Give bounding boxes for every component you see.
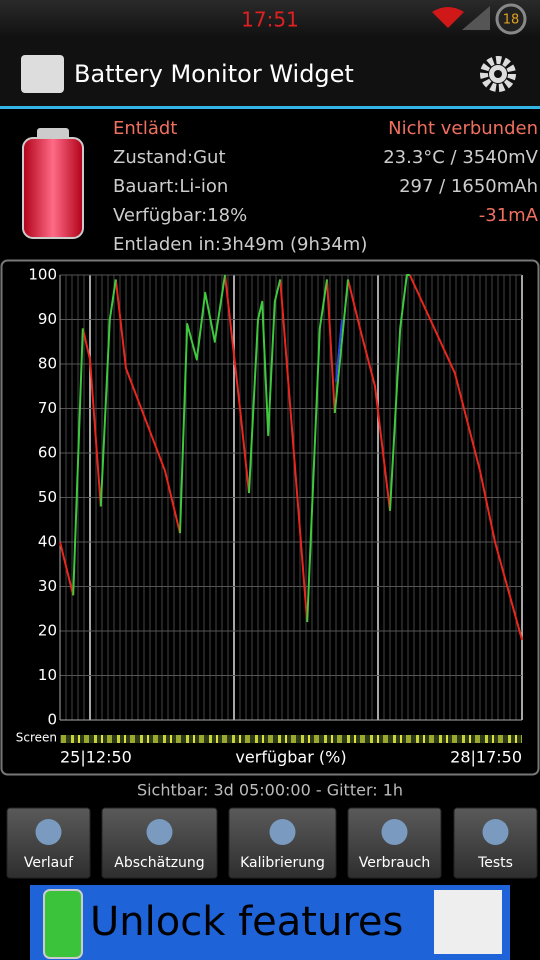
- tab-icon: [269, 819, 296, 845]
- y-tick-label: 60: [38, 444, 57, 462]
- banner-text: Unlock features: [90, 899, 403, 945]
- divider: [0, 106, 540, 109]
- tab-label: Verlauf: [24, 855, 74, 871]
- tab-label: Verbrauch: [359, 855, 431, 871]
- x-tick-label: 25|12:50: [60, 748, 132, 767]
- banner-widget: [434, 890, 502, 954]
- footer-text: Sichtbar: 3d 05:00:00 - Gitter: 1h: [137, 781, 403, 800]
- tab-label: Abschätzung: [114, 855, 204, 871]
- y-tick-label: 90: [38, 310, 57, 328]
- series-line: [59, 274, 523, 641]
- info-capacity: 297 / 1650mAh: [399, 176, 538, 197]
- screen-strip: [60, 735, 522, 743]
- y-tick-label: 10: [38, 666, 57, 684]
- tab-icon: [482, 819, 509, 845]
- battery-level: 18: [503, 13, 520, 28]
- y-tick-label: 30: [38, 577, 57, 595]
- wifi-icon: [432, 7, 464, 28]
- clock: 17:51: [241, 8, 299, 32]
- tab-label: Kalibrierung: [240, 855, 325, 871]
- series-line: [335, 319, 343, 382]
- battery-icon: [22, 128, 84, 239]
- button-bar: Verlauf Abschätzung Kalibrierung Verbrauch T…: [6, 807, 538, 879]
- y-tick-label: 40: [38, 533, 57, 551]
- y-tick-label: 80: [38, 355, 57, 373]
- y-tick-label: 50: [38, 488, 57, 506]
- info-status: Entlädt: [113, 118, 177, 139]
- series-line: [72, 274, 410, 623]
- y-tick-label: 100: [28, 266, 57, 284]
- info-connection: Nicht verbunden: [388, 118, 538, 139]
- y-tick-label: 20: [38, 622, 57, 640]
- info-type: Bauart:Li-ion: [113, 176, 228, 197]
- banner-icon: [43, 889, 83, 959]
- banner[interactable]: [30, 885, 510, 960]
- info-available: Verfügbar:18%: [113, 205, 247, 226]
- tab-icon: [381, 819, 408, 845]
- battery-badge: [495, 3, 527, 35]
- app-title: Battery Monitor Widget: [74, 60, 354, 88]
- info-temp: 23.3°C / 3540mV: [383, 147, 538, 168]
- tab-icon: [35, 819, 62, 845]
- info-health: Zustand:Gut: [113, 147, 226, 168]
- screen-label: Screen: [16, 731, 57, 745]
- app-bar: [0, 38, 540, 108]
- y-tick-label: 0: [47, 711, 57, 729]
- settings-button[interactable]: [480, 56, 516, 92]
- x-tick-label: 28|17:50: [450, 748, 522, 767]
- info-discharge: Entladen in:3h49m (9h34m): [113, 234, 367, 255]
- tab-label: Tests: [477, 855, 513, 871]
- info-current: -31mA: [479, 205, 539, 226]
- tab-icon: [146, 819, 173, 845]
- app-icon[interactable]: [21, 55, 64, 93]
- y-tick-label: 70: [38, 399, 57, 417]
- x-axis-label: verfügbar (%): [235, 748, 346, 767]
- signal-icon: [462, 6, 490, 30]
